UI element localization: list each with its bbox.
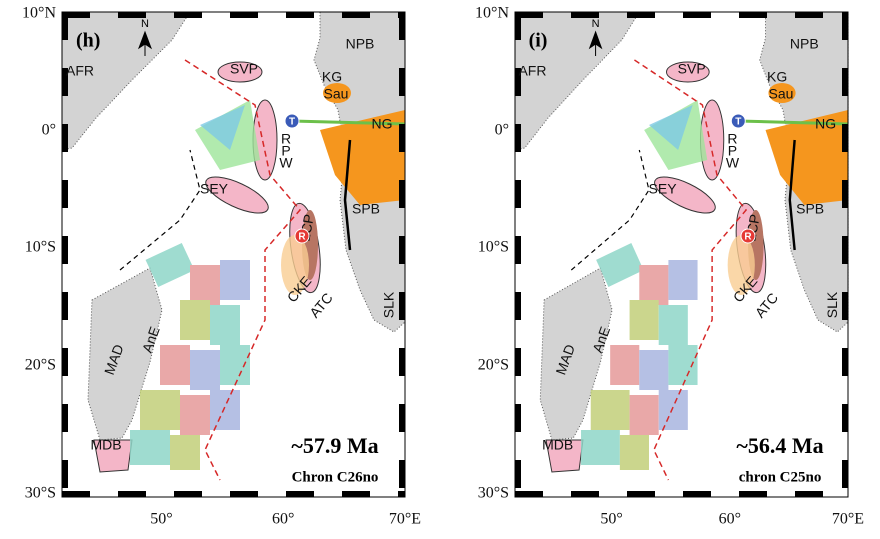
lat-label: 0° [495, 122, 509, 139]
chron-label: chron C25no [739, 469, 822, 485]
marker-label: R [744, 232, 752, 243]
lon-label: 70°E [389, 511, 421, 528]
place-label: SLK [381, 291, 397, 318]
place-label: P [281, 143, 290, 159]
lat-label: 10°N [22, 5, 56, 22]
marker [740, 228, 756, 244]
place-label: NPB [790, 36, 819, 52]
map-panel: 10°N 0° 10°S 20°S 30°S 50° 60° 70°E (h) N AFR NPB SV… [22, 5, 421, 528]
place-label: SPB [352, 201, 380, 217]
panel-label: (i) [529, 30, 548, 52]
marker-label: R [298, 232, 306, 243]
age-label: ~57.9 Ma [291, 433, 378, 458]
age-label: ~56.4 Ma [736, 433, 823, 458]
lon-label: 50° [600, 511, 622, 528]
north-arrow [588, 30, 603, 56]
lat-label: 30°S [25, 485, 56, 502]
place-label: NG [815, 116, 836, 132]
place-label: Sau [769, 86, 794, 102]
place-label: SVP [230, 61, 258, 77]
place-label: SPB [796, 201, 824, 217]
place-label: P [728, 143, 737, 159]
lat-label: 30°S [478, 485, 509, 502]
place-label: AFR [518, 63, 546, 79]
place-label: KG [767, 69, 787, 85]
north-label: N [141, 18, 149, 30]
panel-label: (h) [76, 30, 100, 52]
lat-label: 10°S [478, 239, 509, 256]
marker-label: T [735, 117, 741, 128]
marker-label: T [289, 117, 295, 128]
place-label: SVP [678, 61, 706, 77]
place-label: W [726, 155, 740, 171]
lon-label: 60° [272, 511, 294, 528]
lat-label: 10°S [25, 239, 56, 256]
lat-label: 0° [42, 122, 56, 139]
place-label: W [279, 155, 293, 171]
place-label: ATC [752, 290, 782, 321]
place-label: MDB [542, 437, 573, 453]
north-label: N [592, 18, 600, 30]
lat-label: 20°S [478, 357, 509, 374]
place-label: SLK [824, 291, 840, 318]
north-arrow [137, 30, 153, 56]
place-label: NPB [346, 36, 375, 52]
lat-label: 20°S [25, 357, 56, 374]
place-label: MDB [90, 437, 121, 453]
place-label: NG [372, 116, 393, 132]
lon-label: 50° [150, 511, 172, 528]
marker [294, 228, 310, 244]
place-label: R [727, 131, 737, 147]
place-label: KG [322, 69, 342, 85]
marker [730, 113, 746, 129]
place-label: SEY [649, 181, 678, 197]
place-label: R [281, 131, 291, 147]
place-label: SEY [200, 181, 229, 197]
place-label: ATC [306, 290, 336, 321]
lon-label: 70°E [832, 511, 864, 528]
lon-label: 60° [719, 511, 741, 528]
map-panel: 10°N 0° 10°S 20°S 30°S 50° 60° 70°E (i) N AFR NPB SV… [475, 5, 864, 528]
place-label: AFR [66, 63, 94, 79]
place-label: Sau [324, 86, 349, 102]
lat-label: 10°N [475, 5, 509, 22]
marker [284, 113, 300, 129]
chron-label: Chron C26no [292, 469, 379, 485]
